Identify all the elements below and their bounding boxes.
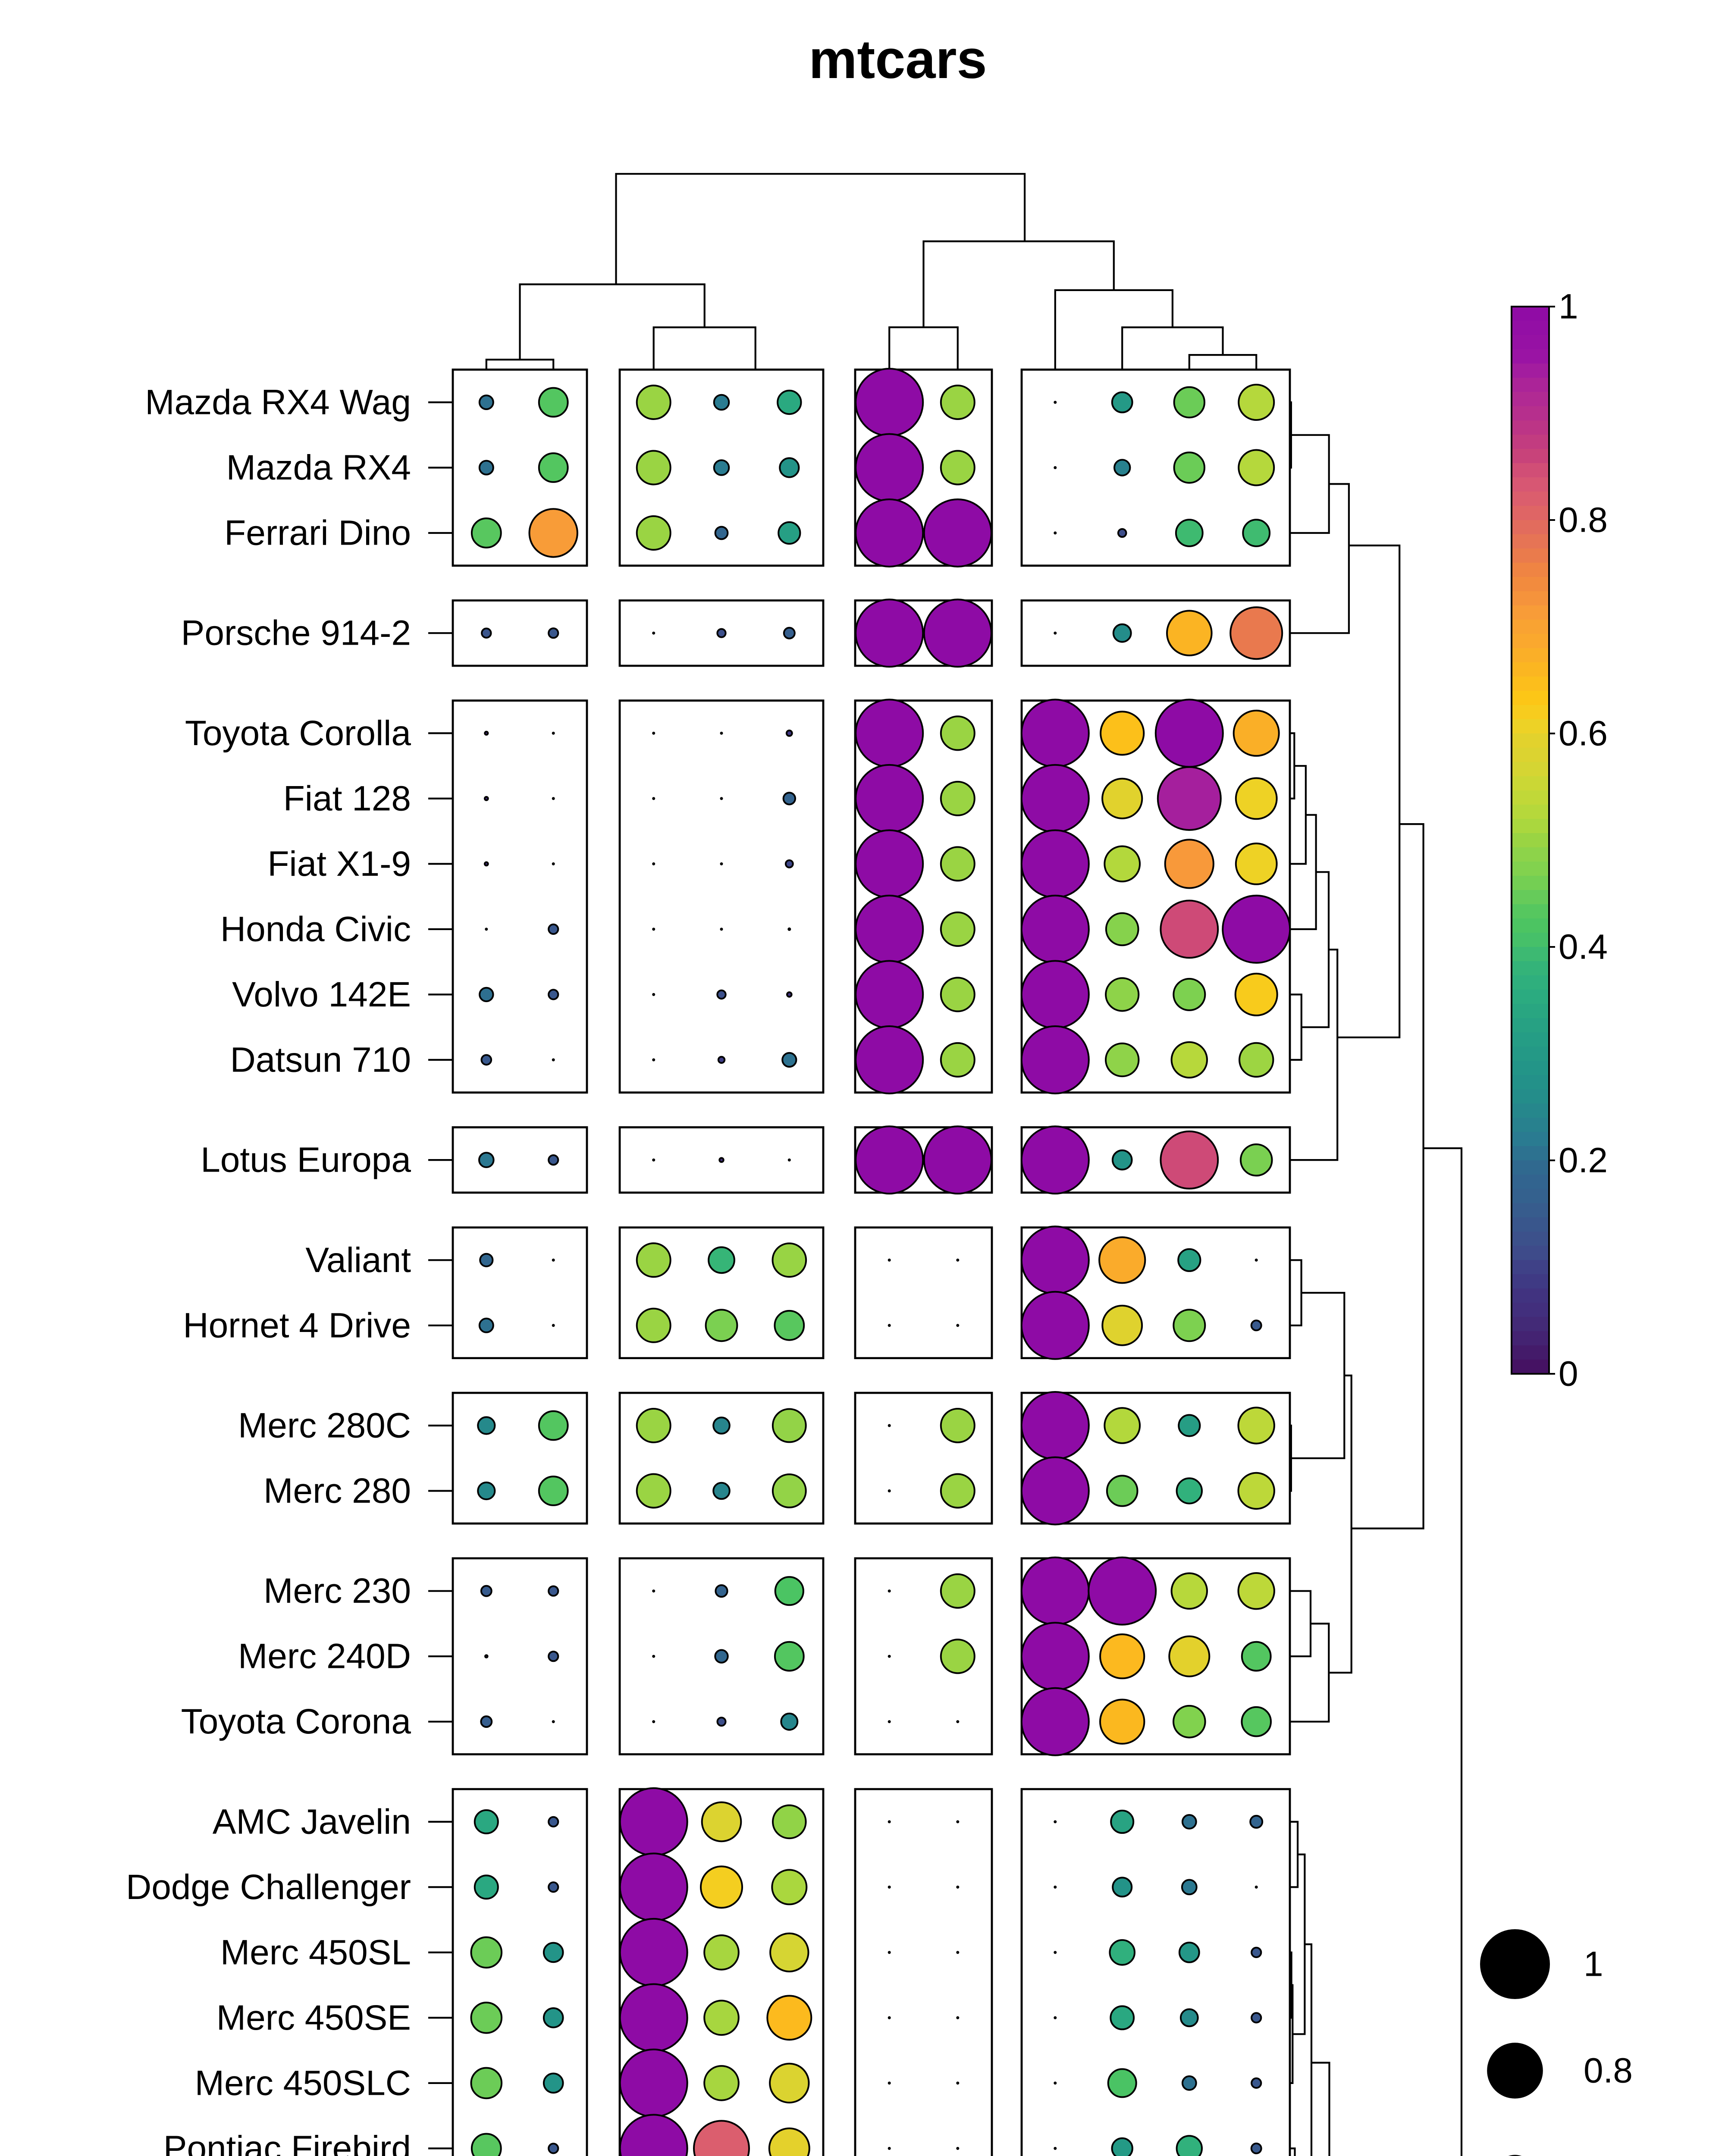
svg-text:Merc 450SLC: Merc 450SLC	[195, 2063, 411, 2103]
svg-text:Fiat X1-9: Fiat X1-9	[267, 844, 411, 884]
svg-text:Dodge Challenger: Dodge Challenger	[126, 1868, 411, 1907]
svg-text:Honda Civic: Honda Civic	[220, 909, 411, 949]
svg-text:Mazda RX4: Mazda RX4	[226, 448, 411, 487]
svg-text:Merc 240D: Merc 240D	[238, 1637, 411, 1676]
svg-text:AMC Javelin: AMC Javelin	[213, 1802, 411, 1841]
svg-text:Pontiac Firebird: Pontiac Firebird	[163, 2129, 411, 2156]
svg-text:0.8: 0.8	[1584, 2051, 1633, 2090]
svg-text:0.4: 0.4	[1559, 928, 1608, 967]
svg-text:Ferrari Dino: Ferrari Dino	[224, 514, 411, 553]
svg-text:mtcars: mtcars	[809, 29, 987, 90]
svg-text:Mazda RX4 Wag: Mazda RX4 Wag	[145, 383, 411, 422]
svg-text:0.8: 0.8	[1559, 501, 1608, 540]
svg-text:Merc 280C: Merc 280C	[238, 1406, 411, 1445]
svg-text:1: 1	[1559, 287, 1578, 326]
svg-text:0: 0	[1559, 1354, 1578, 1394]
svg-text:Valiant: Valiant	[305, 1241, 411, 1280]
svg-text:Merc 450SE: Merc 450SE	[216, 1998, 411, 2037]
svg-text:Lotus Europa: Lotus Europa	[201, 1141, 411, 1180]
svg-text:Toyota Corolla: Toyota Corolla	[185, 714, 411, 753]
svg-text:Merc 280: Merc 280	[263, 1471, 411, 1510]
svg-text:Merc 230: Merc 230	[263, 1571, 411, 1611]
svg-text:Porsche 914-2: Porsche 914-2	[181, 614, 411, 653]
svg-text:0.2: 0.2	[1559, 1141, 1608, 1180]
svg-text:0.6: 0.6	[1559, 714, 1608, 753]
svg-text:1: 1	[1584, 1945, 1603, 1984]
svg-text:Hornet 4 Drive: Hornet 4 Drive	[183, 1306, 411, 1345]
svg-text:Merc 450SL: Merc 450SL	[220, 1933, 411, 1972]
svg-text:Fiat 128: Fiat 128	[283, 779, 411, 818]
svg-text:Toyota Corona: Toyota Corona	[181, 1702, 411, 1741]
svg-text:Volvo 142E: Volvo 142E	[232, 975, 411, 1014]
svg-text:Datsun 710: Datsun 710	[230, 1040, 411, 1079]
